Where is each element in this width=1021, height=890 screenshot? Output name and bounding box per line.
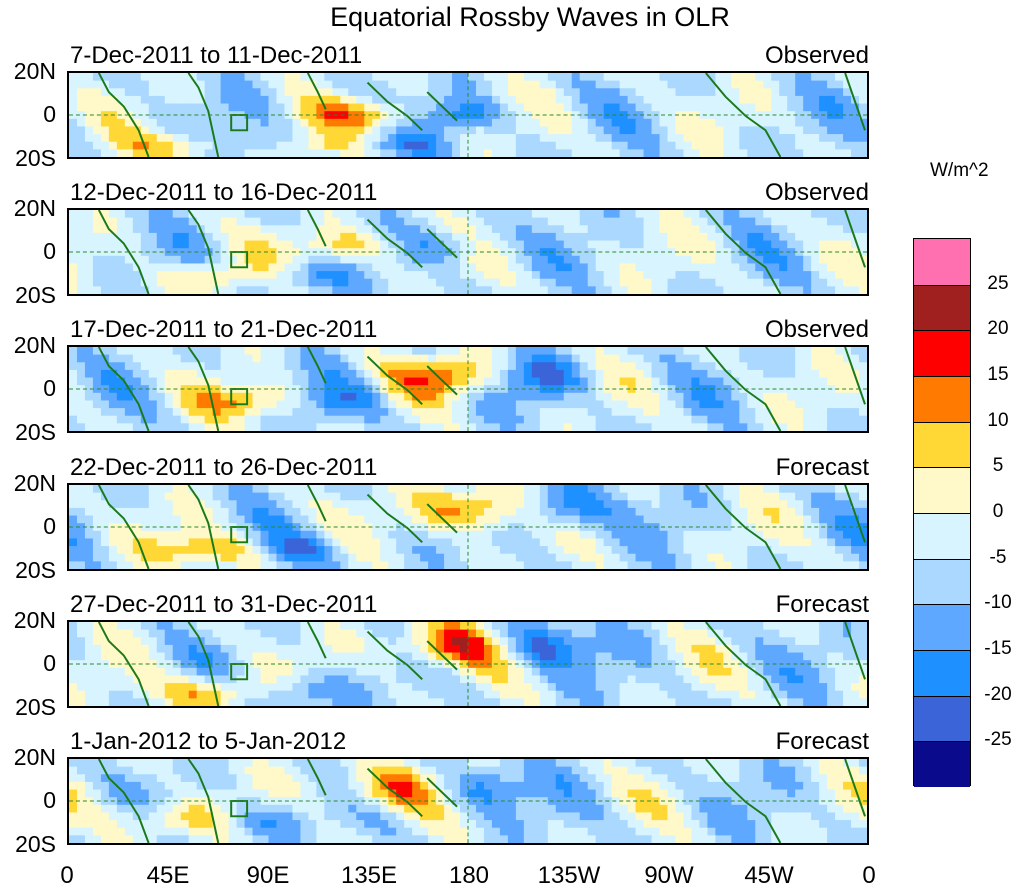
panel-date-range: 12-Dec-2011 to 16-Dec-2011 [70, 179, 378, 206]
colorbar-swatch [914, 558, 970, 605]
colorbar-swatch [914, 741, 970, 787]
x-tick-label: 180 [448, 862, 490, 889]
map-panel [67, 345, 869, 433]
y-tick-label: 20S [15, 831, 56, 857]
y-tick-label: 20N [13, 58, 56, 84]
map-panel [67, 71, 869, 159]
y-tick-label: 20N [13, 744, 56, 770]
panel-status: Observed [764, 179, 869, 206]
coastline [97, 622, 866, 706]
olr-field [69, 485, 867, 569]
panel-date-range: 1-Jan-2012 to 5-Jan-2012 [70, 728, 347, 755]
coastline [97, 347, 866, 431]
colorbar-tick-label: -25 [984, 729, 1012, 751]
panel-date-range: 22-Dec-2011 to 26-Dec-2011 [70, 454, 378, 481]
olr-field [69, 73, 867, 157]
colorbar-tick-label: -20 [984, 683, 1012, 705]
map-panel [67, 483, 869, 571]
colorbar-swatch [914, 695, 970, 742]
panel-date-range: 7-Dec-2011 to 11-Dec-2011 [70, 42, 363, 69]
y-tick-label: 20S [15, 145, 56, 171]
panel-status: Forecast [775, 591, 869, 618]
x-tick-label: 45W [744, 862, 794, 889]
panel-date-range: 17-Dec-2011 to 21-Dec-2011 [70, 316, 378, 343]
olr-field [69, 347, 867, 431]
colorbar-tick-label: -5 [989, 546, 1007, 568]
x-tick-label: 0 [862, 862, 876, 889]
olr-field [69, 759, 867, 843]
colorbar-swatch [914, 239, 970, 285]
colorbar-tick-label: -15 [984, 638, 1012, 659]
panel-status: Observed [764, 316, 869, 343]
colorbar-tick-label: 10 [987, 409, 1009, 431]
colorbar-swatch [914, 467, 970, 513]
panel-status: Observed [764, 42, 869, 69]
coastline [97, 759, 866, 843]
colorbar-tick-label: -10 [984, 592, 1012, 614]
colorbar-swatch [914, 376, 970, 422]
y-tick-label: 20N [13, 607, 56, 633]
colorbar-units: W/m^2 [930, 160, 989, 181]
colorbar-swatch [914, 604, 970, 650]
colorbar-tick-label: 0 [992, 501, 1004, 522]
x-tick-label: 135W [537, 862, 601, 889]
map-title: Equatorial Rossby Waves in OLR [330, 2, 730, 32]
x-tick-label: 0 [60, 862, 74, 889]
y-tick-label: 0 [43, 513, 56, 539]
y-tick-label: 20N [13, 332, 56, 358]
colorbar-swatch [914, 421, 970, 468]
coastline [97, 73, 866, 157]
map-panel [67, 620, 869, 708]
colorbar-tick-label: 15 [987, 364, 1009, 385]
colorbar-tick-label: 20 [987, 318, 1009, 340]
coastline [97, 485, 866, 569]
y-tick-label: 20S [15, 282, 56, 308]
y-tick-label: 20N [13, 195, 56, 221]
map-panel [67, 757, 869, 845]
colorbar-tick-label: 5 [992, 455, 1004, 477]
y-tick-label: 20S [15, 557, 56, 583]
panel-status: Forecast [775, 728, 869, 755]
colorbar-swatch [914, 284, 970, 331]
y-tick-label: 0 [43, 375, 56, 401]
x-tick-label: 90W [644, 862, 694, 889]
colorbar [913, 238, 971, 787]
olr-field [69, 622, 867, 706]
olr-field [69, 210, 867, 294]
panel-status: Forecast [775, 454, 869, 481]
x-tick-label: 135E [340, 862, 398, 889]
y-tick-label: 20S [15, 694, 56, 720]
y-tick-label: 20N [13, 470, 56, 496]
x-tick-label: 90E [246, 862, 290, 889]
coastline [97, 210, 866, 294]
y-tick-label: 0 [43, 101, 56, 127]
y-tick-label: 0 [43, 787, 56, 813]
map-panel [67, 208, 869, 296]
panel-date-range: 27-Dec-2011 to 31-Dec-2011 [70, 591, 378, 618]
y-tick-label: 0 [43, 238, 56, 264]
y-tick-label: 0 [43, 650, 56, 676]
colorbar-swatch [914, 513, 970, 559]
colorbar-tick-label: 25 [987, 272, 1009, 294]
colorbar-swatch [914, 650, 970, 696]
y-tick-label: 20S [15, 419, 56, 445]
x-tick-label: 45E [146, 862, 190, 889]
colorbar-swatch [914, 330, 970, 376]
